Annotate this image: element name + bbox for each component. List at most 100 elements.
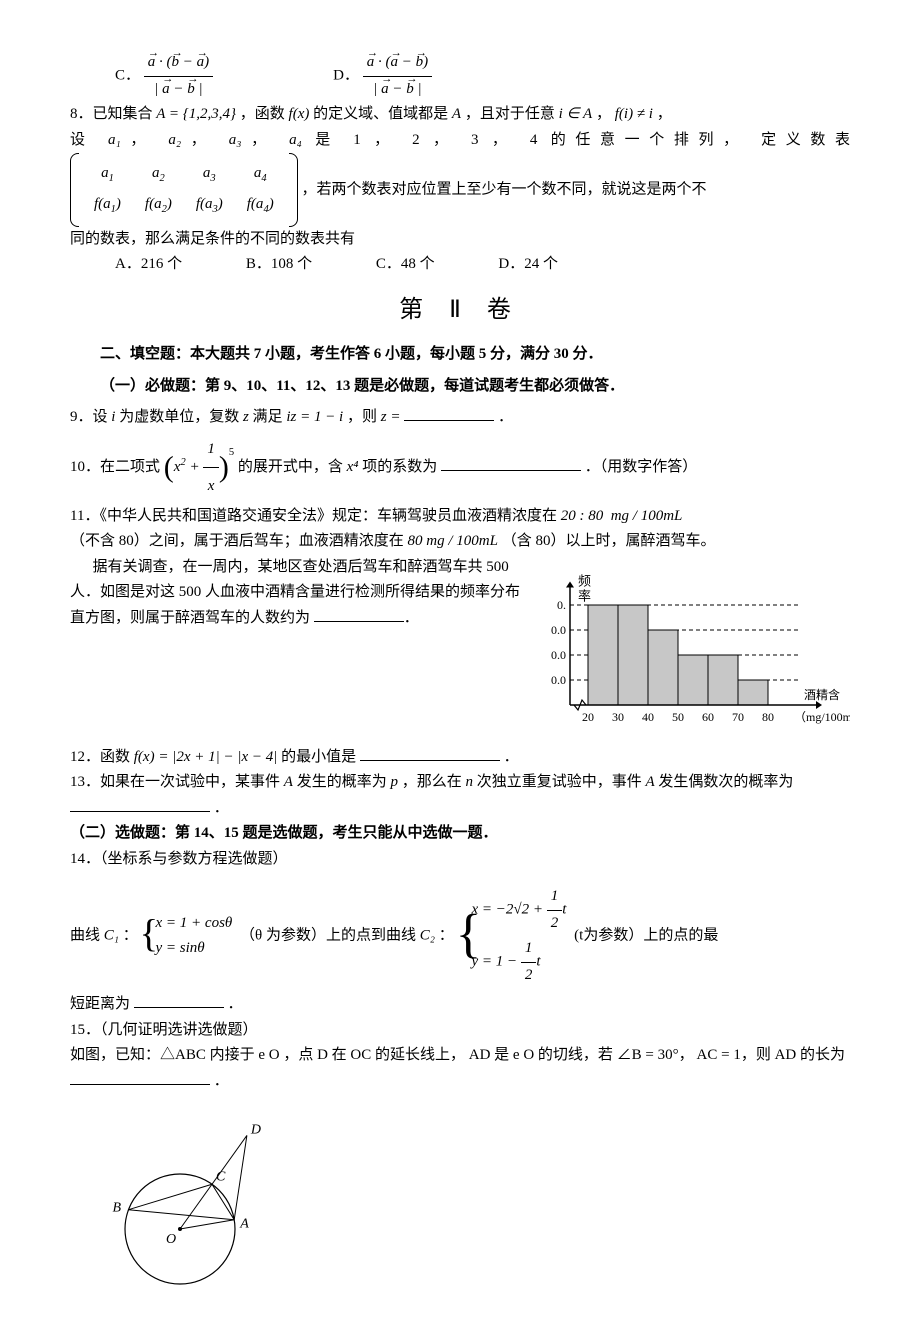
q13-m4: 发生偶数次的概率为 (658, 774, 793, 790)
q11-80: 80 (408, 533, 423, 549)
option-d: D． a · (a − b) | a − b | (333, 50, 432, 102)
q8-t4: ，且对于任意 (465, 106, 555, 122)
q12-fx: f(x) = |2x + 1| − |x − 4| (134, 749, 278, 765)
q12-blank (360, 745, 500, 761)
q12-label: 12．函数 (70, 749, 130, 765)
section2-sub: （一）必做题：第 9、10、11、12、13 题是必做题，每道试题考生都必须做答… (70, 374, 850, 400)
q13-end: ． (214, 800, 229, 816)
q8-A: A (452, 106, 461, 122)
option-c-label: C． (115, 67, 140, 83)
q8-matrix-line: a1a2a3a4 f(a1)f(a2)f(a3)f(a4) ，若两个数表对应位置… (70, 153, 850, 227)
q14-pre: 曲线 (70, 928, 100, 944)
q14-c2-system: x = −2√2 + 12t y = 1 − 12t (457, 880, 570, 992)
q8-fx: f(x) (289, 106, 310, 122)
q8-t3: 的定义域、值域都是 (313, 106, 448, 122)
q11-l3: 据有关调查，在一周内，某地区查处酒后驾车和醉酒驾车共 500 人．如图是对这 5… (70, 559, 520, 626)
q8-fineq: f(i) ≠ i (615, 106, 653, 122)
svg-text:20: 20 (582, 710, 594, 724)
q13-p: p (390, 774, 398, 790)
svg-text:0.: 0. (557, 598, 566, 612)
q10-note: ．（用数字作答） (585, 459, 698, 475)
q8-set: A = {1,2,3,4} (156, 106, 236, 122)
svg-text:80: 80 (762, 710, 774, 724)
q8: 8．已知集合 A = {1,2,3,4} ，函数 f(x) 的定义域、值域都是 … (70, 102, 850, 128)
q14-blank (134, 992, 224, 1008)
c2: ， (181, 132, 215, 148)
q14-c2: C₂ (420, 928, 435, 944)
q14-end: ． (228, 996, 243, 1012)
q8-t6: ， (657, 106, 672, 122)
svg-text:O: O (166, 1232, 176, 1247)
q11-l2b: （含 80）以上时，属醉酒驾车。 (502, 533, 716, 549)
q8-t5: ， (596, 106, 611, 122)
q14-c1x: x = 1 + cosθ (156, 911, 233, 937)
svg-text:D: D (250, 1123, 261, 1138)
q8-optD: D．24 个 (498, 252, 558, 278)
q13-m1: 发生的概率为 (297, 774, 387, 790)
option-d-label: D． (333, 67, 359, 83)
svg-text:50: 50 (672, 710, 684, 724)
q10-x4: x⁴ (347, 459, 359, 475)
q10: 10．在二项式 (x2 + 1x)5 的展开式中，含 x⁴ 项的系数为 ．（用数… (70, 431, 850, 504)
q8-a2: a₂ (168, 132, 181, 148)
q14-c1: C₁ (104, 928, 119, 944)
q11-line2: （不含 80）之间，属于酒后驾车；血液酒精浓度在 80 mg / 100mL （… (70, 529, 850, 555)
svg-text:40: 40 (642, 710, 654, 724)
q8-matrix: a1a2a3a4 f(a1)f(a2)f(a3)f(a4) (70, 153, 298, 227)
c3: ， (242, 132, 276, 148)
q8-t2: ，函数 (240, 106, 285, 122)
q13-A: A (284, 774, 293, 790)
histogram-container: 0.00.00.00.20304050607080频率酒精含（mg/100m (540, 555, 850, 745)
q15-blank (70, 1069, 210, 1085)
q8-mnote: ，若两个数表对应位置上至少有一个数不同，就说这是两个不 (301, 181, 706, 197)
q13-m3: 次独立重复试验中，事件 (477, 774, 642, 790)
svg-text:0.0: 0.0 (551, 648, 566, 662)
q14-c1-system: x = 1 + cosθ y = sinθ (142, 907, 237, 966)
q8-iin: i ∈ A (559, 106, 593, 122)
q8-optB: B．108 个 (246, 252, 312, 278)
q15-end: ． (214, 1073, 229, 1089)
q9-i: i (111, 409, 115, 425)
histogram: 0.00.00.00.20304050607080频率酒精含（mg/100m (540, 555, 850, 745)
q12-end: ． (504, 749, 519, 765)
q14-l2: 短距离为 (70, 996, 130, 1012)
q9-eq: iz = 1 − i (286, 409, 343, 425)
q8-l2m: 是 1 ， 2 ， 3 ， 4 的任意一个排列， 定义数表 (315, 132, 850, 148)
svg-text:0.0: 0.0 (551, 623, 566, 637)
q9-label: 9．设 (70, 409, 108, 425)
q14-col2: ： (439, 928, 454, 944)
q15-text: 如图，已知：△ABC 内接于 e O ，点 D 在 OC 的延长线上， AD 是… (70, 1047, 845, 1063)
q8-line2: 设 a₁， a₂， a₃， a₄ 是 1 ， 2 ， 3 ， 4 的任意一个排列… (70, 128, 850, 154)
q10-end: 项的系数为 (362, 459, 437, 475)
q15-title: 15．（几何证明选讲选做题） (70, 1018, 850, 1044)
q11-end: ． (404, 610, 419, 626)
geometry-figure: ABCDO (70, 1094, 290, 1294)
svg-text:60: 60 (702, 710, 714, 724)
q8-l2p: 设 (70, 132, 95, 148)
q14-line2: 短距离为 ． (70, 992, 850, 1018)
q11-range: 20 : 80 (561, 508, 604, 524)
q8-a1: a₁ (108, 132, 121, 148)
q9-z: z (243, 409, 249, 425)
q11-l1: 11．《中华人民共和国道路交通安全法》规定：车辆驾驶员血液酒精浓度在 (70, 508, 557, 524)
svg-text:70: 70 (732, 710, 744, 724)
q12: 12．函数 f(x) = |2x + 1| − |x − 4| 的最小值是 ． (70, 745, 850, 771)
q13-label: 13．如果在一次试验中，某事件 (70, 774, 280, 790)
q8-text: 8．已知集合 (70, 106, 153, 122)
q13-A2: A (645, 774, 654, 790)
q13-m2: ，那么在 (402, 774, 462, 790)
q11: 11．《中华人民共和国道路交通安全法》规定：车辆驾驶员血液酒精浓度在 20 : … (70, 504, 850, 530)
q11-l2: （不含 80）之间，属于酒后驾车；血液酒精浓度在 (70, 533, 404, 549)
section-opt: （二）选做题：第 14、15 题是选做题，考生只能从中选做一题． (70, 821, 850, 847)
q12-mid: 的最小值是 (281, 749, 356, 765)
q9-z2: z = (381, 409, 401, 425)
q15-body: 如图，已知：△ABC 内接于 e O ，点 D 在 OC 的延长线上， AD 是… (70, 1043, 850, 1094)
q9-blank (404, 405, 494, 421)
q14-ntt: (t为参数）上的点的最 (574, 928, 718, 944)
q11-u2: mg / 100mL (426, 533, 498, 549)
svg-text:A: A (239, 1217, 249, 1232)
q14-nt: （θ 为参数）上的点到曲线 (240, 928, 416, 944)
svg-text:0.0: 0.0 (551, 673, 566, 687)
q11-u1: mg / 100mL (611, 508, 683, 524)
q14-body: 曲线 C₁ ： x = 1 + cosθ y = sinθ （θ 为参数）上的点… (70, 880, 850, 992)
